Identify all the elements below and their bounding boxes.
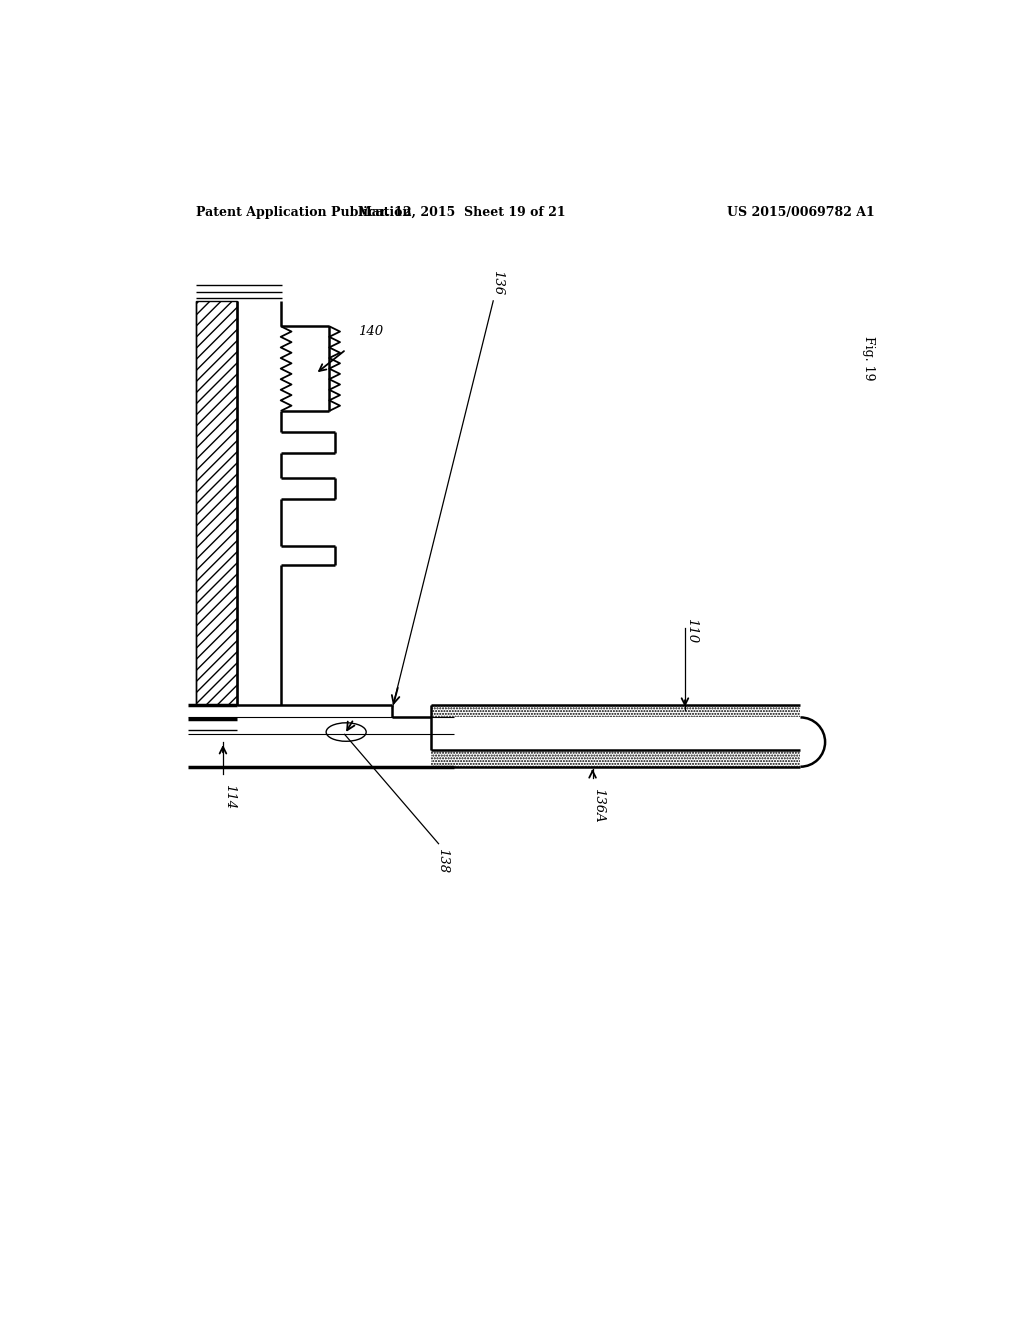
Ellipse shape [326, 723, 367, 742]
Text: 138: 138 [436, 847, 449, 873]
Text: Patent Application Publication: Patent Application Publication [196, 206, 412, 219]
Text: 140: 140 [357, 325, 383, 338]
Text: 110: 110 [685, 618, 697, 643]
Text: 136A: 136A [592, 788, 605, 822]
Bar [431, 705, 801, 718]
Bar [431, 750, 801, 767]
Text: US 2015/0069782 A1: US 2015/0069782 A1 [727, 206, 874, 219]
Text: 136: 136 [490, 269, 504, 294]
Text: 114: 114 [222, 784, 236, 809]
Text: Fig. 19: Fig. 19 [862, 335, 874, 380]
Bar [196, 301, 237, 705]
Text: Mar. 12, 2015  Sheet 19 of 21: Mar. 12, 2015 Sheet 19 of 21 [357, 206, 565, 219]
